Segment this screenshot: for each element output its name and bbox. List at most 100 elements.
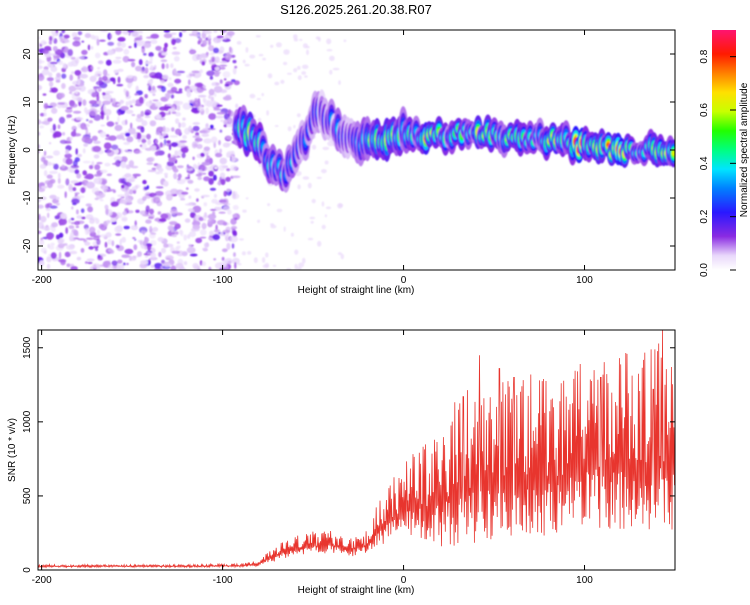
spectrogram-noise-blob — [191, 30, 199, 37]
spectrogram-noise-blob — [190, 227, 200, 232]
spectrogram-noise-blob — [174, 73, 182, 77]
spectrogram-noise-blob — [49, 61, 58, 65]
spectrogram-noise-blob — [89, 218, 95, 224]
spectrogram-noise-blob — [97, 86, 102, 92]
spectrogram-noise-blob — [209, 187, 217, 191]
spectrogram-noise-blob — [148, 85, 152, 92]
spectrogram-noise-blob — [125, 119, 128, 125]
spectrogram-noise-blob — [50, 87, 58, 93]
spectrogram-noise-blob — [99, 199, 104, 202]
spectrogram-noise-blob — [157, 167, 164, 173]
spectrogram-x-tick-label: 0 — [401, 275, 407, 286]
spectrogram-noise-blob — [70, 56, 76, 60]
spectrogram-signal-blob — [671, 151, 675, 156]
colorbar-tick-label: 0.6 — [699, 103, 710, 117]
spectrogram-noise-blob — [203, 30, 212, 35]
spectrogram-noise-blob — [86, 181, 95, 189]
spectrogram-noise-blob — [110, 216, 117, 223]
spectrogram-noise-blob — [117, 116, 120, 123]
spectrogram-noise-blob — [232, 67, 237, 75]
spectrogram-noise-blob — [67, 61, 74, 67]
spectrogram-noise-blob — [244, 63, 250, 67]
spectrogram-noise-blob — [178, 88, 183, 92]
spectrogram-noise-blob — [222, 199, 227, 203]
spectrogram-noise-blob — [117, 76, 121, 84]
spectrogram-noise-blob — [43, 112, 47, 117]
spectrogram-noise-blob — [161, 247, 166, 254]
spectrogram-noise-blob — [125, 132, 131, 137]
spectrogram-noise-blob — [152, 93, 156, 96]
spectrogram-noise-blob — [89, 100, 97, 105]
spectrogram-noise-blob — [96, 94, 100, 102]
snr-x-tick-label: 100 — [576, 575, 593, 586]
spectrogram-noise-blob — [168, 77, 172, 81]
spectrogram-x-tick-label: -200 — [32, 275, 52, 286]
spectrogram-noise-blob — [174, 150, 178, 157]
spectrogram-noise-blob — [116, 83, 124, 87]
spectrogram-noise-blob — [74, 220, 80, 226]
spectrogram-noise-blob — [96, 162, 103, 165]
spectrogram-noise-blob — [103, 69, 108, 76]
spectrogram-noise-blob — [132, 75, 138, 82]
spectrogram-noise-blob — [326, 38, 332, 45]
spectrogram-noise-blob — [43, 103, 49, 110]
spectrogram-noise-blob — [77, 153, 82, 158]
spectrogram-noise-blob — [208, 88, 215, 96]
spectrogram-noise-blob — [170, 229, 175, 233]
spectrogram-noise-blob — [38, 221, 44, 229]
spectrogram-noise-blob — [48, 72, 53, 78]
spectrogram-noise-blob — [162, 125, 166, 133]
spectrogram-noise-blob — [203, 176, 211, 182]
spectrogram-noise-blob — [338, 203, 344, 208]
spectrogram-noise-blob — [187, 179, 194, 184]
spectrogram-noise-blob — [106, 115, 109, 121]
snr-x-tick-label: -100 — [213, 575, 233, 586]
spectrogram-noise-blob — [202, 247, 207, 250]
spectrogram-noise-blob — [189, 231, 196, 238]
spectrogram-noise-blob — [38, 198, 42, 203]
spectrogram-noise-blob — [197, 106, 205, 112]
spectrogram-noise-blob — [69, 169, 76, 173]
spectrogram-noise-blob — [111, 260, 118, 266]
spectrogram-noise-blob — [95, 218, 100, 225]
spectrogram-noise-blob — [193, 143, 198, 147]
spectrogram-noise-blob — [57, 184, 65, 189]
colorbar-tick-label: 0.8 — [699, 49, 710, 63]
spectrogram-noise-blob — [226, 188, 231, 192]
spectrogram-noise-blob — [150, 232, 157, 235]
spectrogram-noise-blob — [120, 263, 125, 268]
spectrogram-noise-blob — [174, 38, 182, 44]
spectrogram-noise-blob — [176, 241, 180, 244]
spectrogram-noise-blob — [124, 90, 130, 97]
spectrogram-noise-blob — [95, 192, 104, 200]
spectrogram-noise-blob — [126, 181, 130, 187]
colorbar-ticks: 0.0 0.2 0.4 0.6 0.8 — [699, 49, 736, 277]
spectrogram-noise-blob — [152, 196, 161, 204]
spectrogram-noise-blob — [220, 37, 228, 40]
spectrogram-noise-blob — [69, 74, 74, 81]
spectrogram-noise-blob — [148, 52, 154, 58]
spectrogram-noise-blob — [219, 129, 223, 133]
spectrogram-noise-blob — [234, 217, 238, 220]
spectrogram-noise-blob — [294, 263, 298, 270]
spectrogram-noise-blob — [192, 262, 199, 269]
spectrogram-noise-blob — [316, 176, 323, 179]
spectrogram-noise-blob — [280, 79, 285, 84]
spectrogram-noise-blob — [226, 123, 234, 128]
spectrogram-noise-blob — [294, 249, 299, 255]
spectrogram-noise-blob — [106, 121, 115, 127]
spectrogram-noise-blob — [120, 156, 128, 163]
spectrogram-noise-blob — [65, 108, 73, 113]
spectrogram-noise-blob — [182, 102, 192, 110]
spectrogram-noise-blob — [81, 49, 88, 56]
spectrogram-noise-blob — [67, 49, 73, 57]
spectrogram-noise-blob — [46, 181, 53, 189]
spectrogram-noise-blob — [133, 244, 138, 251]
spectrogram-noise-blob — [266, 110, 269, 116]
spectrogram-noise-blob — [219, 64, 228, 67]
spectrogram-noise-blob — [227, 209, 232, 215]
spectrogram-noise-blob — [177, 173, 182, 179]
spectrogram-noise-blob — [131, 114, 136, 116]
spectrogram-noise-blob — [65, 158, 73, 165]
spectrogram-noise-blob — [56, 72, 61, 78]
